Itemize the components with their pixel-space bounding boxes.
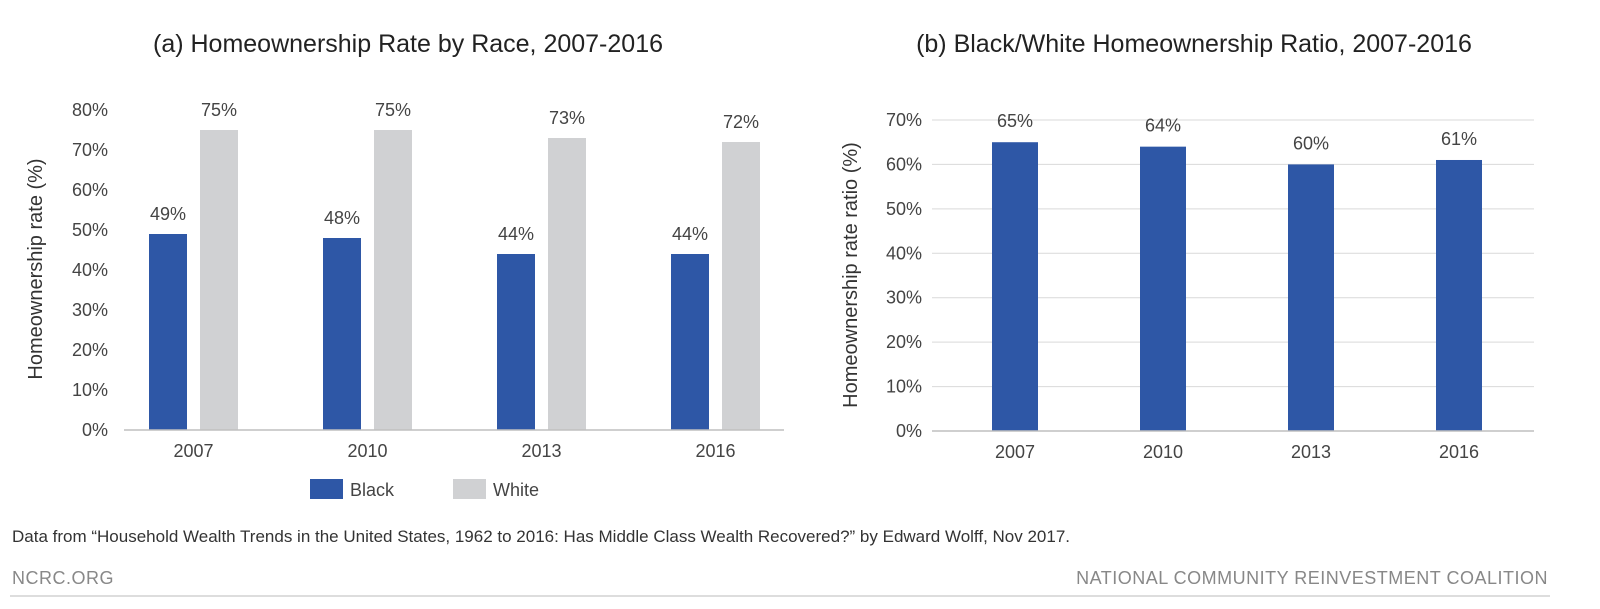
chart-b-x-ticks: 2007 2010 2013 2016 — [995, 442, 1479, 462]
legend-swatch-white — [453, 479, 486, 499]
chart-a-data-label-white-2010: 75% — [375, 100, 411, 120]
chart-a-homeownership-by-race: (a) Homeownership Rate by Race, 2007-201… — [25, 30, 784, 500]
chart-b-black-white-ratio: (b) Black/White Homeownership Ratio, 200… — [840, 30, 1534, 462]
chart-a-bar-black-2016 — [671, 254, 709, 430]
footer-right-org-name: NATIONAL COMMUNITY REINVESTMENT COALITIO… — [1076, 568, 1548, 588]
chart-b-y-tick-label: 60% — [886, 154, 922, 174]
chart-a-data-label-black-2016: 44% — [672, 224, 708, 244]
chart-b-y-tick-label: 70% — [886, 110, 922, 130]
chart-a-x-tick-label: 2010 — [347, 441, 387, 461]
chart-b-data-label-2007: 65% — [997, 111, 1033, 131]
chart-b-y-ticks: 0% 10% 20% 30% 40% 50% 60% 70% — [886, 110, 922, 441]
chart-b-bar-2016 — [1436, 159, 1482, 431]
chart-b-y-axis-label: Homeownership rate ratio (%) — [840, 142, 862, 408]
chart-b-bars — [992, 142, 1482, 431]
chart-a-y-tick-label: 40% — [72, 260, 108, 280]
chart-b-data-label-2013: 60% — [1293, 133, 1329, 153]
chart-a-y-tick-label: 10% — [72, 380, 108, 400]
chart-b-x-tick-label: 2016 — [1439, 442, 1479, 462]
chart-a-x-tick-label: 2007 — [173, 441, 213, 461]
chart-b-y-tick-label: 20% — [886, 332, 922, 352]
chart-b-data-label-2016: 61% — [1441, 129, 1477, 149]
chart-b-y-tick-label: 50% — [886, 199, 922, 219]
chart-a-data-labels: 49% 75% 48% 75% 44% 73% 44% 72% — [150, 100, 759, 244]
chart-b-x-tick-label: 2007 — [995, 442, 1035, 462]
chart-a-y-tick-label: 30% — [72, 300, 108, 320]
chart-b-y-tick-label: 30% — [886, 288, 922, 308]
chart-b-y-tick-label: 10% — [886, 377, 922, 397]
chart-b-title: (b) Black/White Homeownership Ratio, 200… — [916, 30, 1472, 58]
chart-a-y-ticks: 0% 10% 20% 30% 40% 50% 60% 70% 80% — [72, 100, 108, 440]
footer-left-ncrc: NCRC.ORG — [12, 568, 114, 588]
chart-a-data-label-white-2013: 73% — [549, 108, 585, 128]
chart-b-bar-2010 — [1140, 146, 1186, 431]
source-note: Data from “Household Wealth Trends in th… — [12, 527, 1070, 546]
chart-a-bar-white-2013 — [548, 138, 586, 430]
legend-label-black: Black — [350, 480, 395, 500]
chart-b-bar-2013 — [1288, 164, 1334, 431]
chart-a-legend: Black White — [310, 479, 539, 500]
legend-label-white: White — [493, 480, 539, 500]
chart-a-data-label-white-2016: 72% — [723, 112, 759, 132]
chart-a-y-tick-label: 50% — [72, 220, 108, 240]
legend-swatch-black — [310, 479, 343, 499]
chart-a-y-tick-label: 60% — [72, 180, 108, 200]
chart-a-y-tick-label: 20% — [72, 340, 108, 360]
chart-a-bar-black-2010 — [323, 238, 361, 430]
chart-a-data-label-black-2013: 44% — [498, 224, 534, 244]
chart-b-y-tick-label: 40% — [886, 243, 922, 263]
chart-b-x-tick-label: 2010 — [1143, 442, 1183, 462]
chart-a-bar-black-2007 — [149, 234, 187, 430]
chart-a-bar-white-2016 — [722, 142, 760, 430]
chart-a-x-tick-label: 2016 — [695, 441, 735, 461]
chart-a-y-tick-label: 70% — [72, 140, 108, 160]
chart-b-x-tick-label: 2013 — [1291, 442, 1331, 462]
chart-b-data-label-2010: 64% — [1145, 116, 1181, 136]
chart-b-data-labels: 65% 64% 60% 61% — [997, 111, 1477, 153]
chart-a-y-tick-label: 0% — [82, 420, 108, 440]
chart-a-bars — [149, 130, 760, 430]
chart-a-data-label-black-2007: 49% — [150, 204, 186, 224]
chart-a-title: (a) Homeownership Rate by Race, 2007-201… — [153, 30, 663, 58]
chart-a-y-axis-label: Homeownership rate (%) — [25, 158, 47, 379]
chart-a-bar-white-2007 — [200, 130, 238, 430]
chart-b-y-tick-label: 0% — [896, 421, 922, 441]
chart-a-y-tick-label: 80% — [72, 100, 108, 120]
chart-a-data-label-white-2007: 75% — [201, 100, 237, 120]
chart-a-bar-white-2010 — [374, 130, 412, 430]
chart-a-x-ticks: 2007 2010 2013 2016 — [173, 441, 735, 461]
chart-a-bar-black-2013 — [497, 254, 535, 430]
chart-b-bar-2007 — [992, 142, 1038, 431]
chart-a-data-label-black-2010: 48% — [324, 208, 360, 228]
chart-a-x-tick-label: 2013 — [521, 441, 561, 461]
